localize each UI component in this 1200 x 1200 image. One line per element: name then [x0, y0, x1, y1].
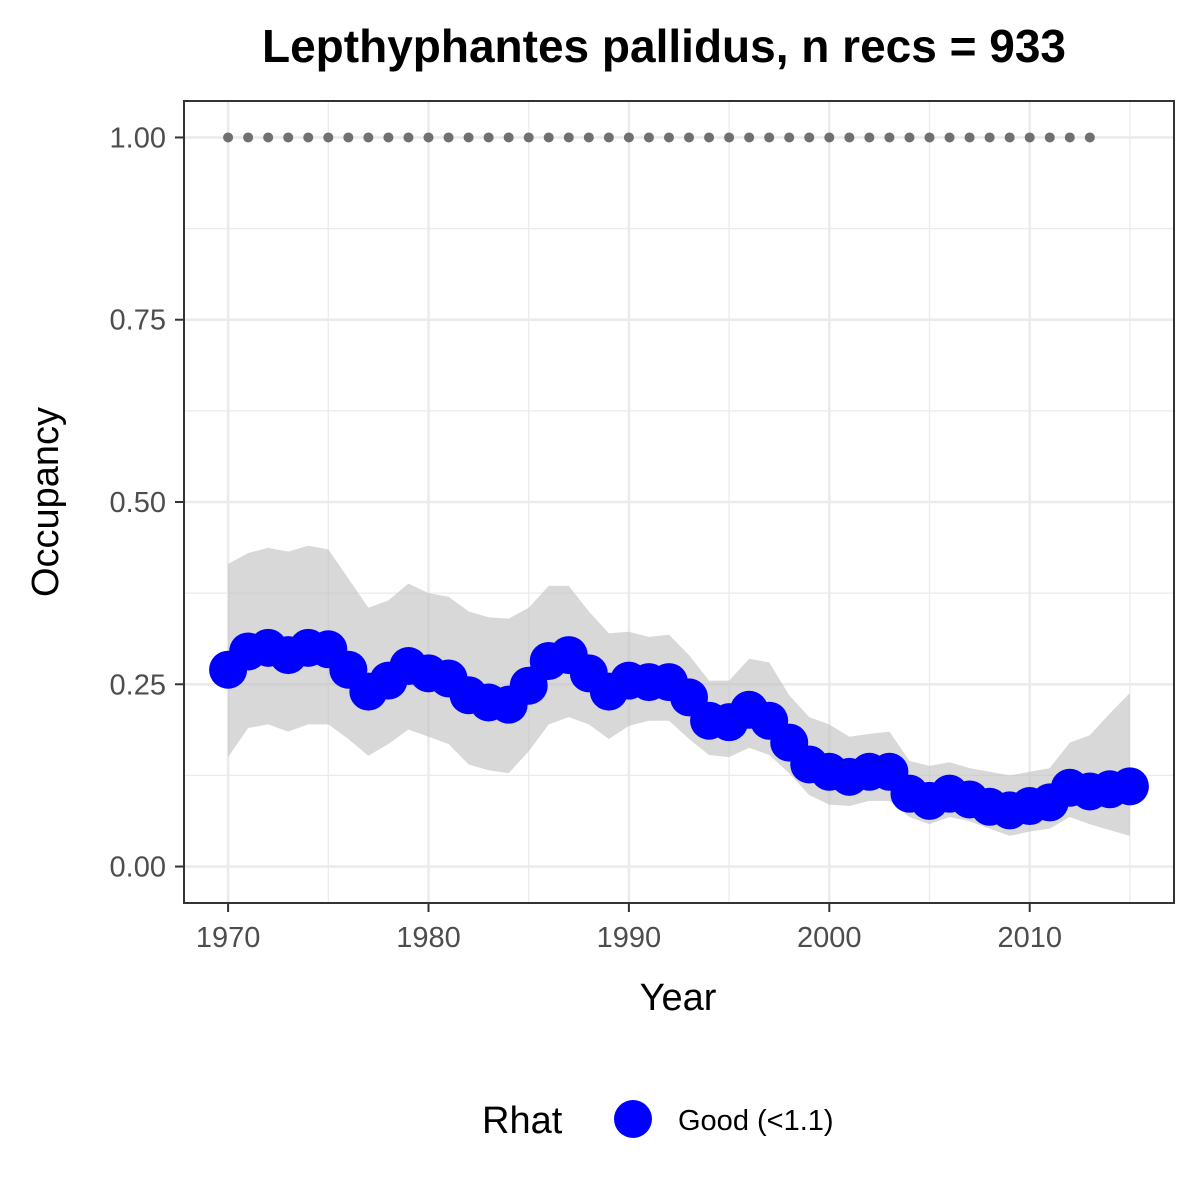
dotted-point: [804, 132, 815, 143]
dotted-point: [1024, 132, 1035, 143]
occupancy-point: [1110, 767, 1149, 806]
dotted-point: [1004, 132, 1015, 143]
dotted-point: [623, 132, 634, 143]
x-tick-label: 2010: [997, 922, 1062, 954]
x-tick-label: 1990: [597, 922, 662, 954]
dotted-point: [263, 132, 274, 143]
dotted-point: [323, 132, 334, 143]
y-axis-title: Occupancy: [25, 407, 67, 597]
dotted-point: [303, 132, 314, 143]
dotted-point: [944, 132, 955, 143]
dotted-reference-layer: [223, 132, 1095, 143]
legend-title: Rhat: [482, 1100, 563, 1142]
legend-label-good: Good (<1.1): [678, 1105, 834, 1137]
y-tick-label: 0.75: [110, 305, 166, 337]
chart-title: Lepthyphantes pallidus, n recs = 933: [262, 20, 1066, 72]
dotted-point: [744, 132, 755, 143]
dotted-point: [503, 132, 514, 143]
dotted-point: [243, 132, 254, 143]
dotted-point: [523, 132, 534, 143]
dotted-point: [423, 132, 434, 143]
dotted-point: [223, 132, 234, 143]
occupancy-points-layer: [209, 628, 1149, 830]
dotted-point: [383, 132, 394, 143]
legend-key-good: [614, 1100, 652, 1138]
dotted-point: [463, 132, 474, 143]
dotted-point: [363, 132, 374, 143]
dotted-point: [1084, 132, 1095, 143]
x-tick-label: 2000: [797, 922, 862, 954]
dotted-point: [283, 132, 294, 143]
dotted-point: [583, 132, 594, 143]
dotted-point: [784, 132, 795, 143]
dotted-point: [403, 132, 414, 143]
dotted-point: [443, 132, 454, 143]
y-tick-label: 0.25: [110, 669, 166, 701]
y-tick-label: 0.50: [110, 487, 166, 519]
x-tick-label: 1980: [396, 922, 461, 954]
legend: Rhat Good (<1.1): [482, 1100, 834, 1142]
dotted-point: [844, 132, 855, 143]
dotted-point: [483, 132, 494, 143]
dotted-point: [343, 132, 354, 143]
x-axis-title: Year: [640, 977, 717, 1019]
x-tick-label: 1970: [196, 922, 261, 954]
dotted-point: [684, 132, 695, 143]
axes: 1970 1980 1990 2000 2010 0.00 0.25 0.50 0.75 1.00: [110, 122, 1062, 954]
dotted-point: [1044, 132, 1055, 143]
dotted-point: [904, 132, 915, 143]
dotted-point: [924, 132, 935, 143]
dotted-point: [964, 132, 975, 143]
dotted-point: [724, 132, 735, 143]
dotted-point: [764, 132, 775, 143]
y-tick-label: 1.00: [110, 122, 166, 154]
dotted-point: [563, 132, 574, 143]
dotted-point: [1064, 132, 1075, 143]
dotted-point: [884, 132, 895, 143]
dotted-point: [663, 132, 674, 143]
dotted-point: [643, 132, 654, 143]
dotted-point: [824, 132, 835, 143]
y-tick-label: 0.00: [110, 852, 166, 884]
dotted-point: [984, 132, 995, 143]
dotted-point: [603, 132, 614, 143]
dotted-point: [864, 132, 875, 143]
dotted-point: [704, 132, 715, 143]
dotted-point: [543, 132, 554, 143]
